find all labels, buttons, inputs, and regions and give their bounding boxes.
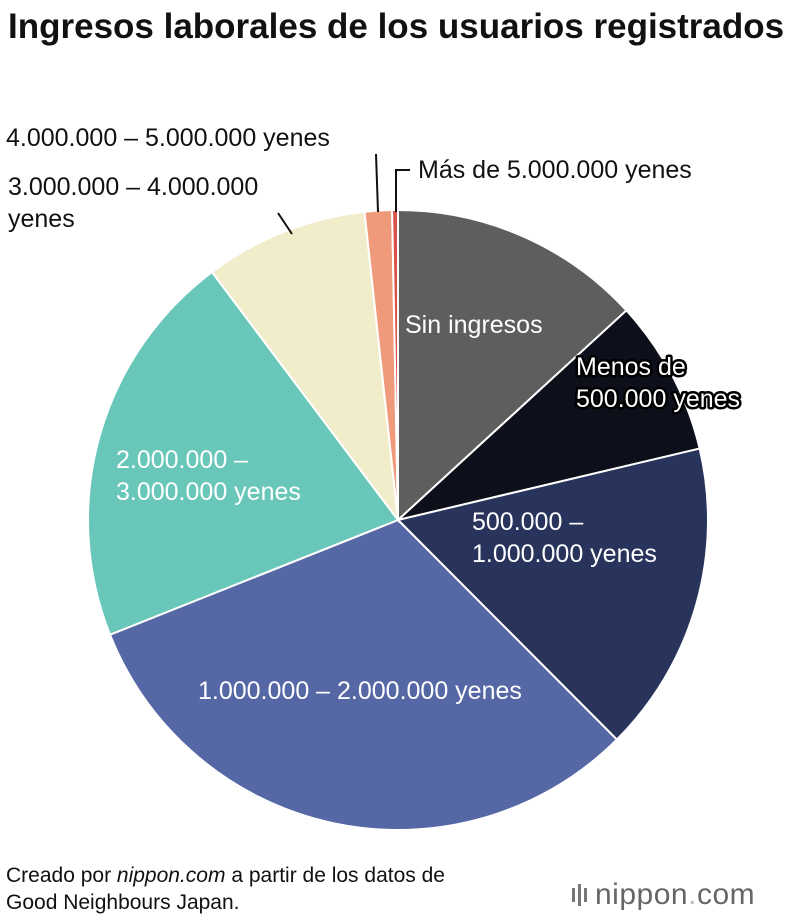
leader-line xyxy=(277,212,293,235)
source-site: nippon.com xyxy=(116,864,226,887)
slice-label: 500.000 –1.000.000 yenes xyxy=(472,508,657,568)
logo-bars-icon xyxy=(572,884,587,906)
slice-label: 2.000.000 –3.000.000 yenes xyxy=(116,446,301,506)
chart-title: Ingresos laborales de los usuarios regis… xyxy=(8,7,785,46)
pie-slice xyxy=(396,447,709,741)
pie-slice xyxy=(397,208,628,523)
pie-chart: Sin ingresos Menos de 500.000 yenes 500.000… xyxy=(6,124,743,831)
slice-label: Menos de 500.000 yenes xyxy=(576,353,740,413)
slice-label: Más de 5.000.000 yenes xyxy=(418,156,692,184)
pie-slice xyxy=(210,210,400,524)
logo-tld: com xyxy=(696,878,756,911)
source-note: Creado por nippon.com a partir de los da… xyxy=(6,862,566,916)
pie-slice xyxy=(87,270,400,637)
source-line2: Good Neighbours Japan. xyxy=(6,891,240,914)
source-suffix: a partir de los datos de xyxy=(231,864,445,887)
leader-line xyxy=(375,153,379,213)
slice-label: Sin ingresos xyxy=(405,311,543,339)
source-prefix: Creado por xyxy=(6,864,112,887)
pie-slice xyxy=(394,309,701,522)
slice-label: 1.000.000 – 2.000.000 yenes xyxy=(198,677,522,705)
leader-line xyxy=(395,169,410,212)
pie-slice xyxy=(108,518,619,831)
slice-label: 3.000.000 – 4.000.000 yenes xyxy=(8,173,258,233)
logo-name: nippon xyxy=(595,878,689,911)
logo-dot: . xyxy=(688,878,697,911)
nippon-logo: nippon.com xyxy=(572,878,755,912)
slice-label: 4.000.000 – 5.000.000 yenes xyxy=(6,124,330,152)
